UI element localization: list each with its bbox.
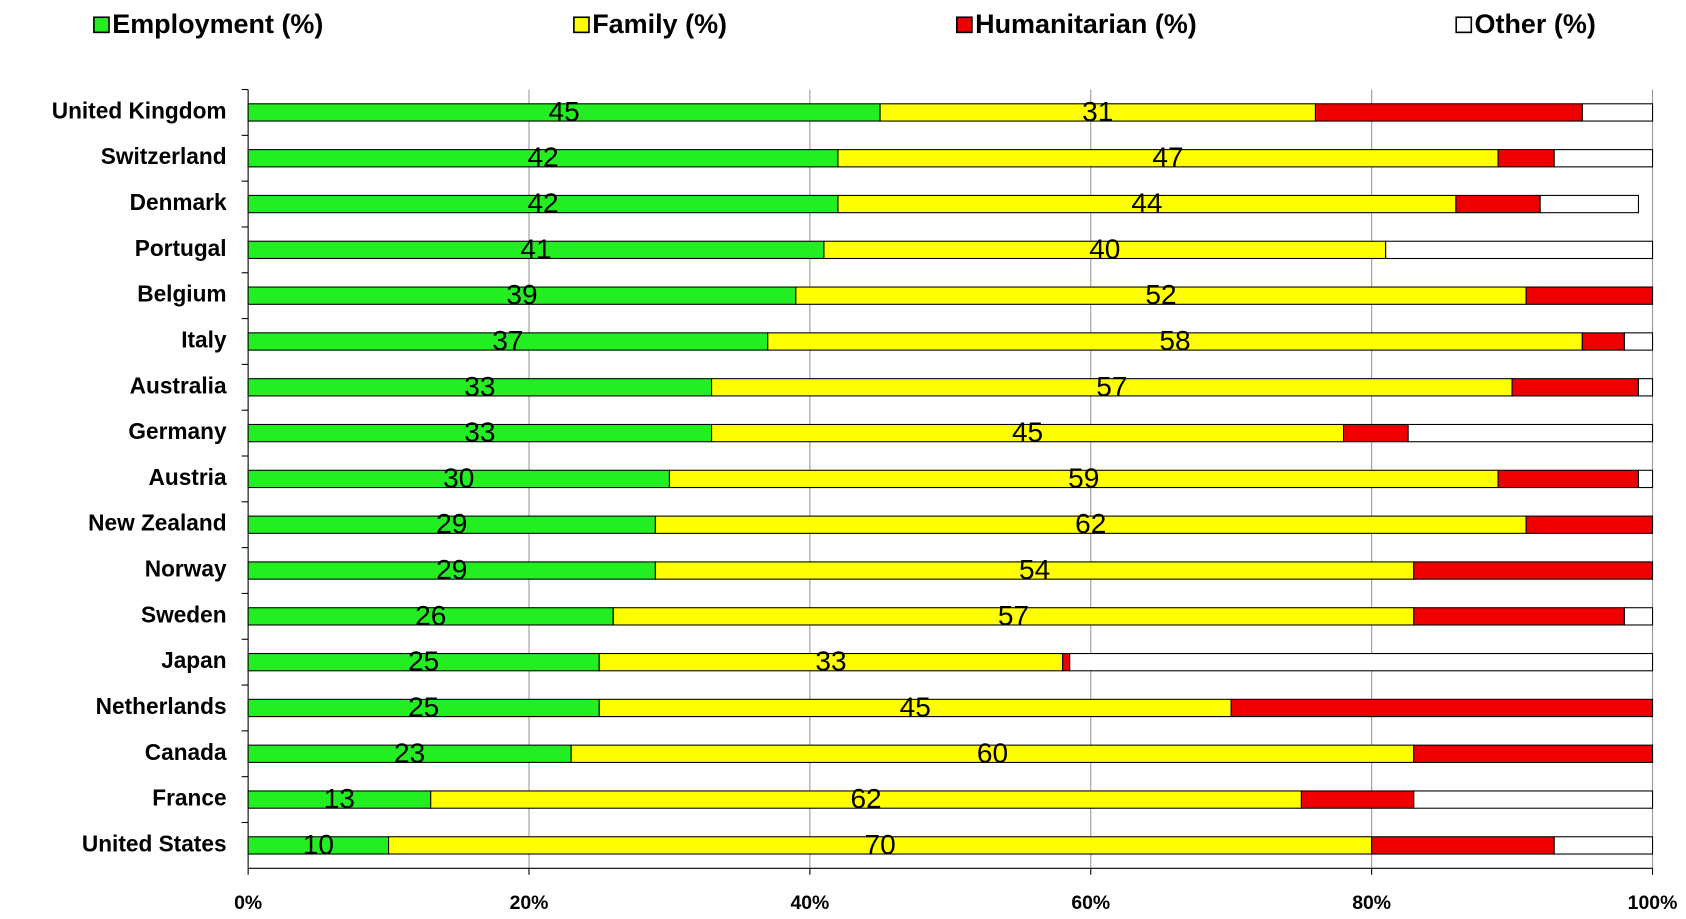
- data-label: 40: [1089, 233, 1120, 264]
- y-tick-label: Sweden: [141, 601, 227, 627]
- bar-segment: [1413, 607, 1625, 626]
- bar-segment: [1511, 378, 1640, 397]
- data-label: 25: [408, 691, 439, 722]
- bar-segment: [1300, 790, 1415, 809]
- data-label: 42: [527, 142, 558, 173]
- x-tick-label: 60%: [1071, 892, 1110, 914]
- data-label: 59: [1068, 462, 1099, 493]
- x-tick-label: 40%: [790, 892, 829, 914]
- y-tick-label: Japan: [161, 647, 226, 673]
- data-label: 47: [1152, 142, 1183, 173]
- bar-segment: [1525, 286, 1654, 305]
- x-tick-label: 100%: [1628, 892, 1678, 914]
- y-tick-label: Austria: [149, 464, 227, 490]
- bar-segment: [1413, 561, 1654, 580]
- y-tick-label: Belgium: [137, 281, 226, 307]
- bar-segment: [1455, 194, 1541, 214]
- data-label: 23: [394, 737, 425, 768]
- data-label: 29: [436, 508, 467, 539]
- bar-segment: [1581, 332, 1625, 351]
- y-tick-label: New Zealand: [88, 510, 226, 536]
- bar-segment: [1062, 652, 1071, 672]
- y-tick-label: Canada: [145, 739, 227, 765]
- bar-segment: [1553, 149, 1654, 168]
- data-label: 45: [549, 96, 580, 127]
- y-tick-label: Italy: [181, 326, 227, 352]
- data-label: 26: [415, 600, 446, 631]
- data-label: 33: [464, 371, 495, 402]
- legend-swatch: [573, 16, 590, 34]
- data-label: 58: [1159, 325, 1190, 356]
- bar-segment: [1413, 744, 1654, 763]
- data-label: 10: [303, 829, 334, 860]
- y-tick-label: Netherlands: [96, 693, 227, 719]
- y-tick-label: Denmark: [130, 189, 227, 215]
- bar-segment: [1230, 698, 1654, 718]
- legend-label: Humanitarian (%): [975, 9, 1197, 39]
- data-label: 45: [1012, 417, 1043, 448]
- legend-swatch: [955, 16, 973, 34]
- data-label: 13: [324, 783, 355, 814]
- bar-segment: [1581, 103, 1654, 122]
- bar-segment: [1343, 423, 1409, 443]
- y-tick-label: Switzerland: [101, 143, 227, 169]
- data-label: 30: [443, 462, 474, 493]
- bar-segment: [1525, 515, 1654, 534]
- data-label: 44: [1131, 188, 1162, 219]
- bar-segment: [1069, 652, 1654, 672]
- legend-label: Employment (%): [112, 9, 323, 39]
- y-tick-label: Australia: [130, 372, 227, 398]
- y-tick-label: Germany: [128, 418, 227, 444]
- bar-segment: [1371, 836, 1555, 855]
- y-tick-label: France: [152, 785, 226, 811]
- bar-segment: [1637, 378, 1654, 397]
- y-tick-label: United Kingdom: [52, 97, 227, 123]
- data-label: 54: [1019, 554, 1050, 585]
- data-label: 70: [865, 829, 896, 860]
- bar-segment: [1539, 194, 1640, 214]
- data-label: 33: [815, 646, 846, 677]
- data-label: 37: [492, 325, 523, 356]
- y-tick-label: United States: [82, 830, 227, 856]
- data-label: 52: [1145, 279, 1176, 310]
- bar-segment: [1497, 469, 1640, 489]
- legend-label: Family (%): [592, 9, 727, 39]
- bar-segment: [1407, 423, 1654, 443]
- data-label: 41: [520, 233, 551, 264]
- data-label: 25: [408, 646, 439, 677]
- bar-segment: [1553, 836, 1654, 855]
- x-tick-label: 20%: [510, 892, 549, 914]
- y-tick-label: Norway: [145, 556, 227, 582]
- x-tick-label: 80%: [1352, 892, 1391, 914]
- data-label: 29: [436, 554, 467, 585]
- data-label: 42: [527, 188, 558, 219]
- data-label: 62: [850, 783, 881, 814]
- legend-swatch: [93, 16, 110, 34]
- data-label: 31: [1082, 96, 1113, 127]
- bar-segment: [1314, 103, 1583, 122]
- bar-segment: [1385, 240, 1654, 260]
- data-label: 33: [464, 417, 495, 448]
- legend-swatch: [1455, 16, 1473, 34]
- bar-segment: [1413, 790, 1654, 809]
- data-label: 45: [900, 691, 931, 722]
- y-tick-label: Portugal: [135, 235, 227, 261]
- legend-label: Other (%): [1475, 9, 1596, 39]
- data-label: 57: [998, 600, 1029, 631]
- bar-segment: [1497, 149, 1555, 168]
- data-label: 57: [1096, 371, 1127, 402]
- data-label: 60: [977, 737, 1008, 768]
- bar-segment: [1623, 607, 1654, 626]
- bar-segment: [1623, 332, 1654, 351]
- x-tick-label: 0%: [234, 892, 262, 914]
- data-label: 39: [506, 279, 537, 310]
- data-label: 62: [1075, 508, 1106, 539]
- bar-segment: [1637, 469, 1654, 489]
